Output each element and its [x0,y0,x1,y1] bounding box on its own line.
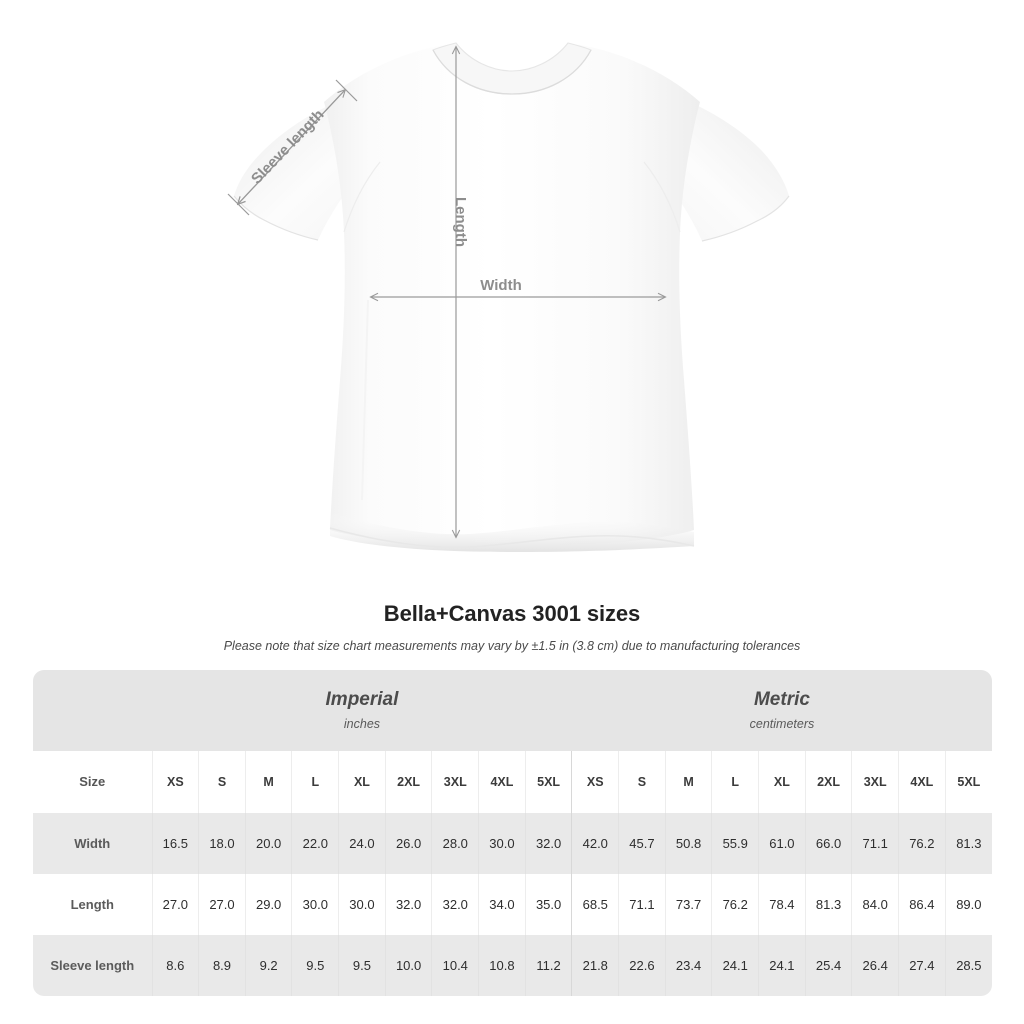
cell-length-imperial-xl: 30.0 [338,873,386,935]
size-header-metric-2xl: 2XL [805,750,853,813]
cell-width-metric-4xl: 76.2 [898,812,946,874]
size-header-imperial-5xl: 5XL [525,750,573,813]
row-label-sleeve-length: Sleeve length [33,934,153,996]
size-header-imperial-s: S [198,750,246,813]
cell-sleeve-length-imperial-xs: 8.6 [152,934,200,996]
cell-width-imperial-3xl: 28.0 [431,812,480,874]
cell-length-metric-xl: 78.4 [758,873,806,935]
cell-length-imperial-5xl: 35.0 [525,873,573,935]
unit-group-name: Imperial [325,688,399,710]
cell-sleeve-length-imperial-xl: 9.5 [338,934,386,996]
cell-width-imperial-l: 22.0 [291,812,340,874]
cell-sleeve-length-imperial-4xl: 10.8 [478,934,526,996]
width-label: Width [480,277,522,294]
cell-sleeve-length-metric-s: 22.6 [618,934,666,996]
cell-sleeve-length-metric-3xl: 26.4 [851,934,900,996]
cell-length-metric-5xl: 89.0 [945,873,992,935]
size-header-metric-xs: XS [571,750,620,813]
size-header-metric-5xl: 5XL [945,750,992,813]
cell-width-metric-s: 45.7 [618,812,666,874]
cell-sleeve-length-metric-2xl: 25.4 [805,934,853,996]
column-header-size: Size [33,750,153,813]
cell-width-metric-xs: 42.0 [571,812,620,874]
table-row: Width 16.5 18.0 20.0 22.0 24.0 26.0 28.0 30.0 32.… [33,812,992,874]
cell-width-imperial-2xl: 26.0 [385,812,433,874]
cell-length-imperial-l: 30.0 [291,873,340,935]
cell-width-imperial-5xl: 32.0 [525,812,573,874]
cell-width-metric-xl: 61.0 [758,812,806,874]
size-header-imperial-m: M [245,750,293,813]
cell-sleeve-length-metric-4xl: 27.4 [898,934,946,996]
cell-length-imperial-2xl: 32.0 [385,873,433,935]
cell-width-imperial-xl: 24.0 [338,812,386,874]
size-chart-table-container: Imperial inches Metric centimeters Size XS S M L… [33,670,992,996]
size-header-metric-4xl: 4XL [898,750,946,813]
unit-banner-spacer [33,670,152,751]
size-header-metric-s: S [618,750,666,813]
size-header-row: Size XS S M L XL 2XL 3XL 4XL 5XL XS S M L XL 2XL 3XL 4XL 5… [33,750,992,813]
cell-width-imperial-4xl: 30.0 [478,812,526,874]
size-header-imperial-2xl: 2XL [385,750,433,813]
unit-group-imperial: Imperial inches [152,670,572,751]
cell-length-metric-xs: 68.5 [571,873,620,935]
cell-width-imperial-m: 20.0 [245,812,293,874]
cell-width-imperial-s: 18.0 [198,812,246,874]
cell-sleeve-length-imperial-3xl: 10.4 [431,934,480,996]
size-header-metric-xl: XL [758,750,806,813]
cell-sleeve-length-metric-m: 23.4 [665,934,713,996]
size-header-metric-3xl: 3XL [851,750,900,813]
unit-banner-row: Imperial inches Metric centimeters [33,670,992,751]
cell-width-metric-2xl: 66.0 [805,812,853,874]
cell-sleeve-length-imperial-2xl: 10.0 [385,934,433,996]
cell-length-metric-m: 73.7 [665,873,713,935]
chart-heading: Bella+Canvas 3001 sizes Please note that… [0,600,1024,655]
measurement-arrows [227,47,665,537]
size-header-imperial-3xl: 3XL [431,750,480,813]
tshirt-illustration: Sleeve length Length Width [227,42,790,552]
cell-sleeve-length-imperial-m: 9.2 [245,934,293,996]
cell-length-metric-3xl: 84.0 [851,873,900,935]
cell-length-imperial-m: 29.0 [245,873,293,935]
table-row: Sleeve length 8.6 8.9 9.2 9.5 9.5 10.0 10.4 10.8… [33,934,992,996]
cell-length-imperial-xs: 27.0 [152,873,200,935]
size-header-metric-l: L [711,750,760,813]
size-chart-table: Imperial inches Metric centimeters Size XS S M L… [33,670,992,996]
unit-group-unit: centimeters [749,716,815,731]
cell-length-metric-4xl: 86.4 [898,873,946,935]
size-header-imperial-xs: XS [152,750,200,813]
unit-group-name: Metric [753,688,810,710]
cell-length-imperial-3xl: 32.0 [431,873,480,935]
cell-length-metric-l: 76.2 [711,873,760,935]
unit-group-unit: inches [343,716,381,731]
cell-width-metric-l: 55.9 [711,812,760,874]
row-label-width: Width [33,812,153,874]
cell-width-metric-m: 50.8 [665,812,713,874]
cell-sleeve-length-metric-xs: 21.8 [571,934,620,996]
cell-sleeve-length-imperial-5xl: 11.2 [525,934,573,996]
row-label-length: Length [33,873,153,935]
cell-sleeve-length-metric-l: 24.1 [711,934,760,996]
cell-sleeve-length-metric-xl: 24.1 [758,934,806,996]
length-label: Length [452,197,469,247]
cell-length-metric-s: 71.1 [618,873,666,935]
unit-group-metric: Metric centimeters [571,670,992,751]
size-header-imperial-xl: XL [338,750,386,813]
cell-sleeve-length-imperial-l: 9.5 [291,934,340,996]
tshirt-diagram: Sleeve length Length Width [227,42,790,552]
cell-length-imperial-4xl: 34.0 [478,873,526,935]
cell-sleeve-length-metric-5xl: 28.5 [945,934,992,996]
cell-width-imperial-xs: 16.5 [152,812,200,874]
tolerance-note: Please note that size chart measurements… [223,639,801,653]
cell-sleeve-length-imperial-s: 8.9 [198,934,246,996]
cell-length-metric-2xl: 81.3 [805,873,853,935]
table-row: Length 27.0 27.0 29.0 30.0 30.0 32.0 32.0 34.0 35… [33,873,992,935]
size-header-metric-m: M [665,750,713,813]
size-header-imperial-4xl: 4XL [478,750,526,813]
page-title: Bella+Canvas 3001 sizes [383,601,641,626]
cell-length-imperial-s: 27.0 [198,873,246,935]
cell-width-metric-5xl: 81.3 [945,812,992,874]
size-header-imperial-l: L [291,750,340,813]
cell-width-metric-3xl: 71.1 [851,812,900,874]
